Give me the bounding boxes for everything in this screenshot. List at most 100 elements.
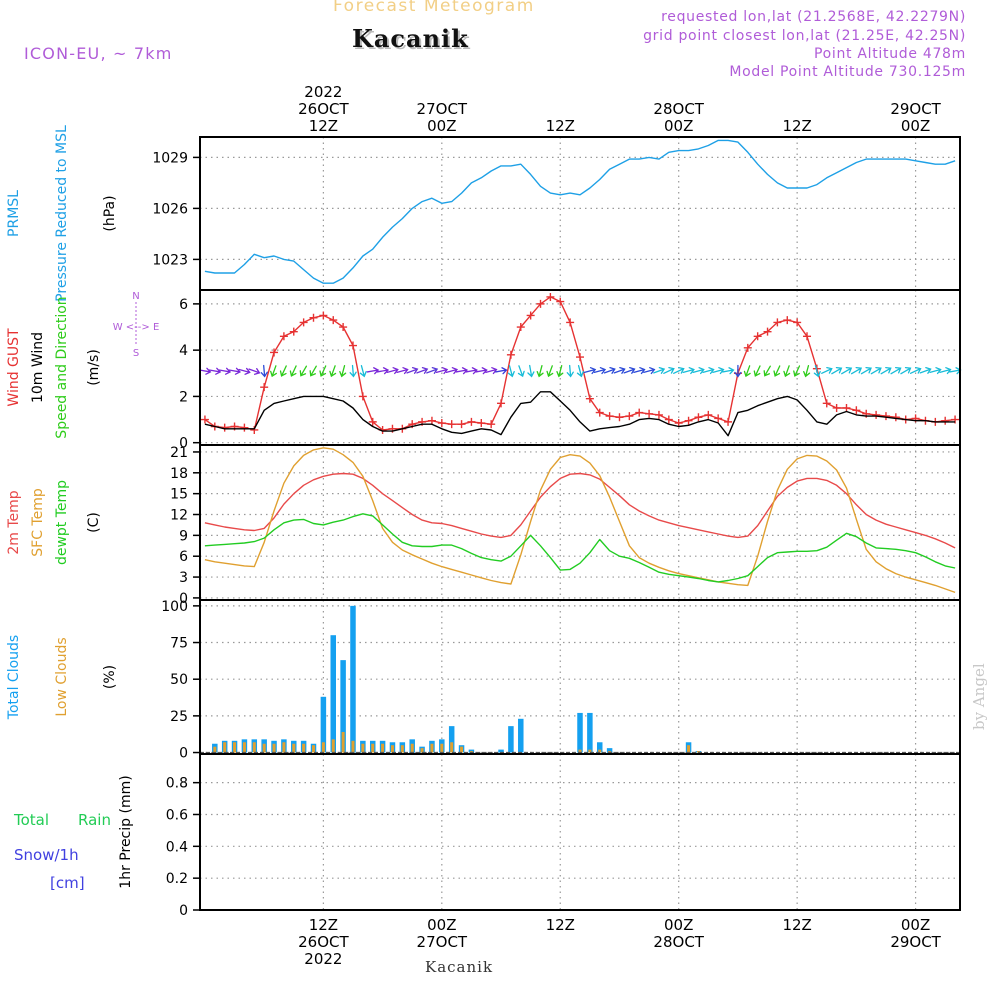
low-bar	[420, 748, 424, 753]
gust-point-marker	[260, 383, 269, 392]
bottom-time-label: 2022	[304, 950, 342, 968]
dewpt-series-line	[204, 513, 956, 583]
gust-point-marker	[941, 416, 950, 425]
wind-direction-arrow	[919, 366, 932, 374]
low-bar	[242, 742, 246, 753]
top-time-label: 00Z	[664, 117, 693, 135]
wind-direction-arrow	[507, 365, 515, 378]
wind-direction-arrow	[517, 365, 525, 378]
total-bar	[596, 742, 603, 753]
gust-point-marker	[279, 332, 288, 341]
low-bar	[390, 745, 394, 753]
low-bar	[598, 749, 602, 753]
top-time-label: 28OCT	[653, 100, 704, 118]
wind-direction-arrow	[793, 365, 801, 377]
wind-direction-arrow	[546, 365, 554, 378]
wind-direction-arrow	[349, 364, 357, 378]
y-tick-label: 6	[179, 549, 188, 565]
top-time-label: 27OCT	[417, 100, 468, 118]
wind-direction-arrow	[663, 366, 675, 374]
low-bar	[400, 745, 404, 753]
legend-rain: Rain	[78, 811, 111, 829]
gust-point-marker	[536, 299, 545, 308]
bottom-time-label: 00Z	[901, 916, 930, 934]
wind-direction-arrow	[536, 365, 544, 378]
low-bar	[696, 751, 700, 753]
total-bar	[340, 660, 346, 753]
top-time-label: 00Z	[427, 117, 456, 135]
top-time-label: 26OCT	[298, 100, 349, 118]
wind-direction-arrow	[929, 367, 942, 375]
gust-point-marker	[664, 415, 673, 424]
gust-point-marker	[674, 419, 683, 428]
gust-point-marker	[654, 410, 663, 419]
top-time-label: 2022	[304, 83, 342, 101]
gust-point-marker	[842, 403, 851, 412]
gust-point-marker	[270, 348, 279, 357]
clouds-axis-label: (%)	[102, 665, 118, 689]
gust-point-marker	[625, 412, 634, 421]
wind-series-line	[204, 391, 956, 437]
gust-point-marker	[309, 313, 318, 322]
wind-direction-arrow	[841, 366, 853, 375]
wind-direction-arrow	[831, 366, 843, 375]
wind-direction-arrow	[359, 365, 367, 378]
pressure-axis-label: Pressure Reduced to MSL	[54, 125, 70, 302]
bottom-time-label: 12Z	[782, 916, 811, 934]
y-tick-label: 0.4	[166, 839, 188, 855]
sfc-series-line	[204, 447, 956, 594]
model-label: ICON-EU, ~ 7km	[24, 44, 173, 63]
y-tick-label: 50	[170, 672, 188, 688]
gust-point-marker	[556, 297, 565, 306]
bottom-time-label: 28OCT	[653, 933, 704, 951]
y-tick-label: 0	[179, 591, 188, 607]
wind-direction-arrow	[289, 365, 297, 377]
low-bar	[687, 745, 691, 753]
wind-direction-arrow	[613, 366, 626, 374]
gust-point-marker	[881, 412, 890, 421]
gust-point-marker	[289, 327, 298, 336]
location-title: Kacanik	[352, 24, 469, 53]
y-tick-label: 100	[161, 599, 188, 615]
wind-direction-arrow	[238, 367, 251, 375]
wind-direction-arrow	[821, 366, 833, 374]
wind-direction-arrow	[339, 365, 347, 378]
total-bar	[577, 712, 583, 753]
wind-direction-arrow	[653, 366, 666, 374]
wind-direction-arrow	[603, 366, 616, 374]
low-bar	[578, 749, 582, 753]
gust-point-marker	[783, 316, 792, 325]
total-bar	[448, 726, 455, 753]
low-bar	[262, 743, 266, 753]
gust-point-marker	[822, 399, 831, 408]
wind-direction-arrow	[633, 367, 646, 375]
gust-point-marker	[506, 350, 515, 359]
temperature-axis-label: dewpt Temp	[54, 480, 70, 565]
wind-direction-arrow	[218, 367, 232, 375]
wind-direction-arrow	[850, 366, 863, 375]
gust-point-marker	[743, 343, 752, 352]
y-tick-label: 75	[170, 636, 188, 652]
y-tick-label: 21	[170, 445, 188, 461]
gust-point-marker	[891, 413, 900, 422]
low-bar	[608, 751, 612, 753]
total-bar	[320, 696, 327, 753]
low-bar	[460, 746, 464, 753]
wind-direction-arrow	[803, 365, 811, 378]
compass-south: S	[133, 348, 139, 359]
y-tick-label: 3	[179, 570, 188, 586]
gust-point-marker	[546, 292, 555, 301]
temperature-axis-label: (C)	[86, 512, 102, 533]
wind-direction-arrow	[445, 367, 459, 375]
precip-axis-label: 1hr Precip (mm)	[118, 775, 134, 888]
legend-snow: Snow/1h	[14, 846, 79, 864]
gust-point-marker	[427, 416, 436, 425]
panel-clouds: 0 25 50 75 100 Total Clouds Low Clouds (%)	[6, 599, 961, 762]
gust-point-marker	[605, 412, 614, 421]
wind-direction-arrow	[880, 366, 892, 375]
wind-direction-arrow	[319, 365, 327, 377]
low-bar	[223, 742, 227, 753]
panel-temperature: 0 3 6 9 12 15 18 21 2m Temp SFC Temp dewpt Temp (C)	[6, 444, 961, 607]
gust-point-marker	[348, 341, 357, 350]
